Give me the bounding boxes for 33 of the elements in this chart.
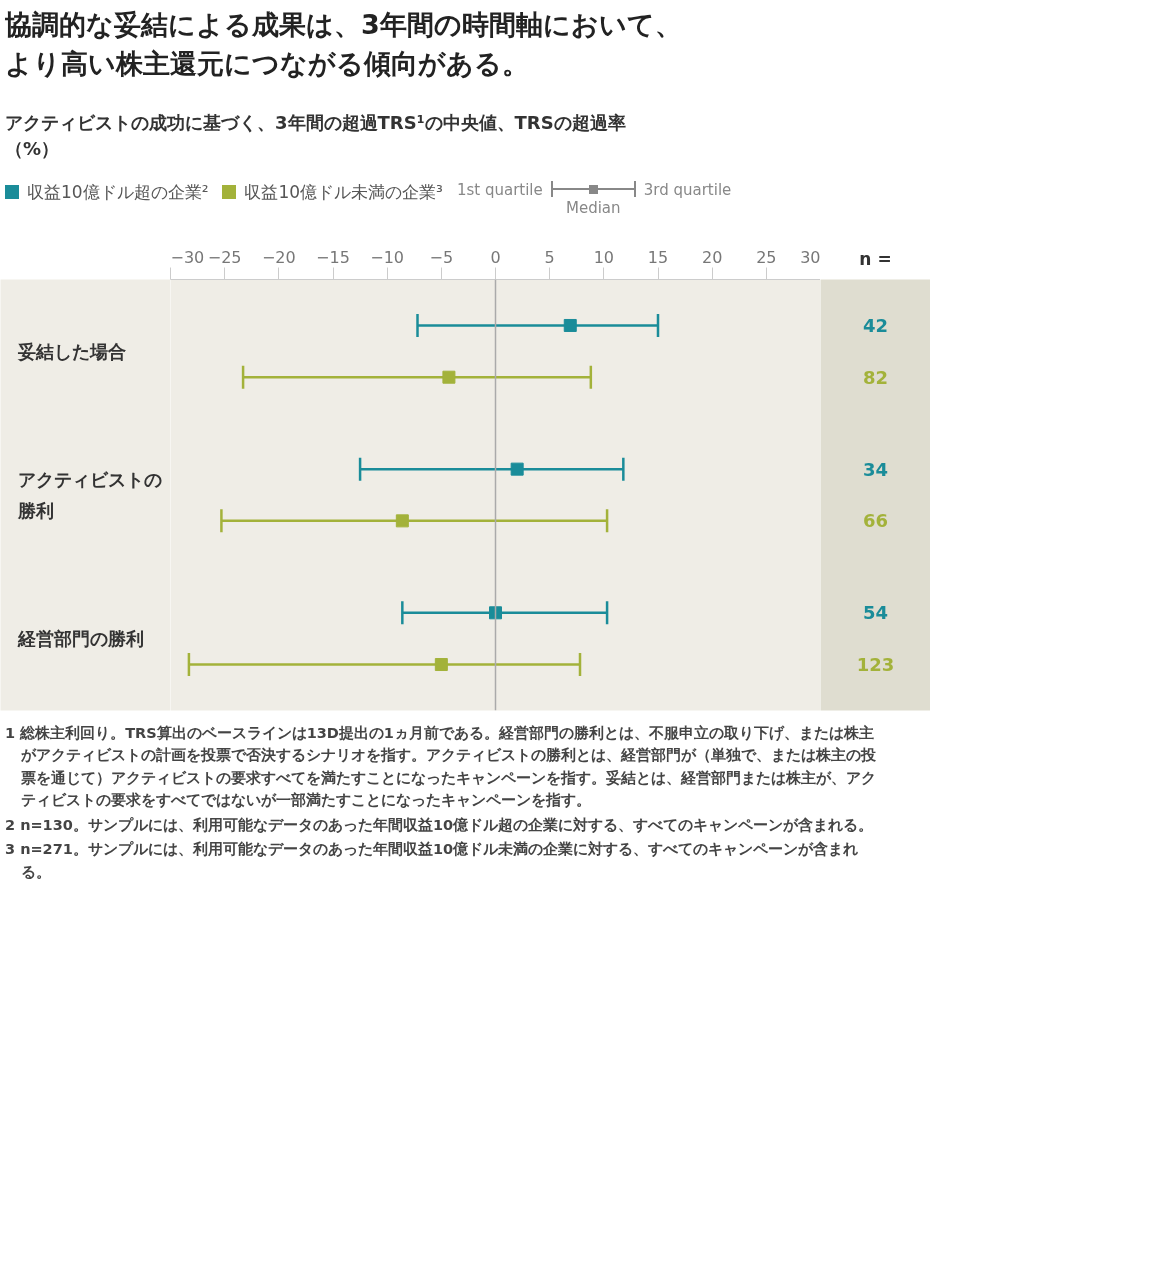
text: 1st quartile	[456, 180, 543, 201]
x-tick-label: −25	[207, 247, 242, 267]
chart-subtitle: アクティビストの成功に基づく、3年間の超過TRS¹の中央値、TRSの超過率（%）	[5, 111, 627, 162]
text: 42	[862, 314, 889, 336]
legend-label: 収益10億ドル未満の企業³	[243, 181, 443, 204]
text: 3rd quartile	[643, 180, 732, 201]
y-tick-label: 妥結した場合	[16, 340, 126, 362]
x-tick-label: 0	[490, 247, 501, 267]
legend-label: 収益10億ドル超の企業²	[26, 181, 209, 204]
text: Median	[565, 198, 621, 219]
x-tick-label: 10	[593, 247, 615, 267]
text: 3 n=271。サンプルには、利用可能なデータのあった年間収益10億ドル未満の企業に対する、すべてのキャンペーンが含まれる。	[5, 840, 860, 882]
text: 2 n=130。サンプルには、利用可能なデータのあった年間収益10億ドル超の企業に対する、すべてのキャンペーンが含まれる。	[5, 815, 875, 835]
y-tick-label: アクティビストの勝利	[16, 468, 162, 522]
x-tick-label: −10	[370, 247, 405, 267]
text: 54	[862, 602, 889, 624]
x-tick-label: −30	[170, 247, 205, 267]
x-tick-label: −20	[261, 247, 296, 267]
x-tick-label: 5	[544, 247, 555, 267]
text: 123	[856, 654, 895, 676]
x-tick-label: −15	[316, 247, 350, 267]
text: 82	[862, 366, 889, 388]
x-tick-label: −5	[429, 247, 454, 267]
text: 1 総株主利回り。TRS算出のベースラインは13D提出の1ヵ月前である。経営部門の勝利とは、不服申立の取り下げ、または株主がアクティビストの計画を投票で否決するシナリオを指す。アクティビストの勝利とは、経営部門が（単独で、または株主の投票を通じて）アクティビストの要求すべてを満たすことになったキャンペーンを指す。妥結とは、経営部門または株主が、アクティビストの要求をすべてではないが一部満たすことになったキャンペーンを指す。	[5, 724, 877, 811]
text: 34	[862, 458, 889, 480]
y-tick-label: 経営部門の勝利	[16, 628, 144, 650]
x-tick-label: 30	[800, 247, 821, 267]
x-tick-label: 20	[701, 247, 723, 267]
text: 66	[862, 510, 889, 532]
x-tick-label: 25	[756, 247, 777, 267]
chart-title: 協調的な妥結による成果は、3年間の時間軸において、より高い株主還元につながる傾向がある。	[5, 8, 683, 82]
x-tick-label: 15	[647, 247, 669, 267]
text: n =	[859, 248, 892, 269]
